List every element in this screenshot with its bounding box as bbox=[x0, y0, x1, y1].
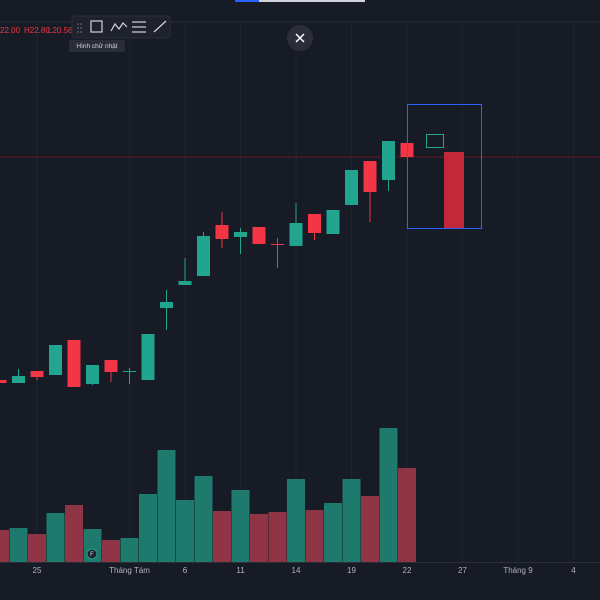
event-marker-bg bbox=[86, 548, 98, 560]
candle-body bbox=[197, 236, 210, 276]
line-tool[interactable] bbox=[153, 20, 167, 33]
volume-bar bbox=[305, 510, 324, 562]
volume-bar bbox=[120, 538, 139, 562]
top-tab-accent bbox=[235, 0, 259, 2]
volume-bar bbox=[287, 479, 305, 562]
event-marker: F bbox=[90, 552, 94, 558]
x-tick-label: 4 bbox=[571, 566, 576, 575]
candle-body bbox=[104, 360, 118, 372]
tooltip-bg bbox=[69, 40, 125, 52]
volume-bar bbox=[398, 468, 416, 562]
candle-body bbox=[67, 340, 81, 387]
x-tick-label: Tháng Tám bbox=[109, 566, 150, 575]
volume-bar bbox=[361, 496, 379, 562]
candle-body bbox=[271, 244, 284, 245]
candle-body bbox=[326, 210, 340, 234]
drawing-toolbar bbox=[71, 15, 171, 39]
candle-body bbox=[308, 214, 321, 233]
volume-bar bbox=[379, 428, 398, 562]
volume-bar bbox=[250, 514, 268, 562]
x-tick-label: 27 bbox=[458, 566, 467, 575]
rectangle-tool[interactable] bbox=[90, 20, 103, 33]
top-tab bbox=[235, 0, 365, 2]
candle-body bbox=[86, 365, 99, 384]
candle-body bbox=[160, 302, 173, 308]
close-button[interactable] bbox=[287, 25, 313, 51]
volume-bar bbox=[213, 511, 231, 562]
volume-bar bbox=[65, 505, 83, 562]
time-axis: 25 Tháng Tám 6 11 14 19 22 27 Tháng 9 4 bbox=[0, 562, 600, 575]
candle-body bbox=[234, 232, 247, 237]
x-tick-label: 11 bbox=[236, 566, 245, 575]
candle-body bbox=[345, 170, 358, 205]
fib-tool[interactable] bbox=[132, 21, 146, 33]
x-tick-label: 22 bbox=[403, 566, 412, 575]
volume-bar bbox=[139, 494, 157, 562]
volume-bar bbox=[28, 534, 46, 562]
candle-body bbox=[363, 161, 377, 192]
volume-bar bbox=[268, 512, 287, 562]
volume-bar bbox=[102, 540, 120, 562]
candle-body bbox=[215, 225, 229, 239]
tooltip: Hình chữ nhật bbox=[76, 43, 117, 50]
volume-bar bbox=[194, 476, 213, 562]
x-tick-label: 19 bbox=[347, 566, 356, 575]
volume-bar bbox=[176, 500, 194, 562]
volume-bar bbox=[46, 513, 65, 562]
candle-body bbox=[30, 371, 44, 377]
volume-bar bbox=[342, 479, 361, 562]
volume-bar bbox=[0, 530, 9, 562]
x-tick-label: 6 bbox=[183, 566, 188, 575]
x-tick-label: Tháng 9 bbox=[503, 566, 533, 575]
ohlc-high: H22.80 bbox=[24, 26, 50, 35]
ohlc-low: L20.56 bbox=[48, 26, 73, 35]
candle-body bbox=[289, 223, 303, 246]
candle-body bbox=[0, 380, 7, 383]
candle-body bbox=[178, 281, 192, 285]
volume-bar bbox=[231, 490, 250, 562]
path-tool[interactable] bbox=[110, 22, 128, 32]
drawn-rectangle[interactable] bbox=[407, 104, 482, 229]
x-tick-label: 25 bbox=[33, 566, 42, 575]
projected-box bbox=[426, 134, 444, 148]
candle-body bbox=[382, 141, 395, 180]
candle-body bbox=[141, 334, 155, 380]
candle-body bbox=[49, 345, 62, 375]
volume-layer bbox=[0, 428, 416, 562]
candle-body bbox=[123, 371, 136, 372]
candle-body bbox=[12, 376, 25, 383]
x-tick-label: 14 bbox=[292, 566, 301, 575]
volume-bar bbox=[157, 450, 176, 562]
ohlc-open: 22.00 bbox=[0, 26, 21, 35]
volume-bar bbox=[9, 528, 28, 562]
projected-bar bbox=[444, 152, 464, 228]
drag-handle[interactable] bbox=[77, 23, 82, 33]
candle-layer: F bbox=[0, 141, 414, 560]
candle-body bbox=[252, 227, 266, 244]
volume-bar bbox=[324, 503, 342, 562]
